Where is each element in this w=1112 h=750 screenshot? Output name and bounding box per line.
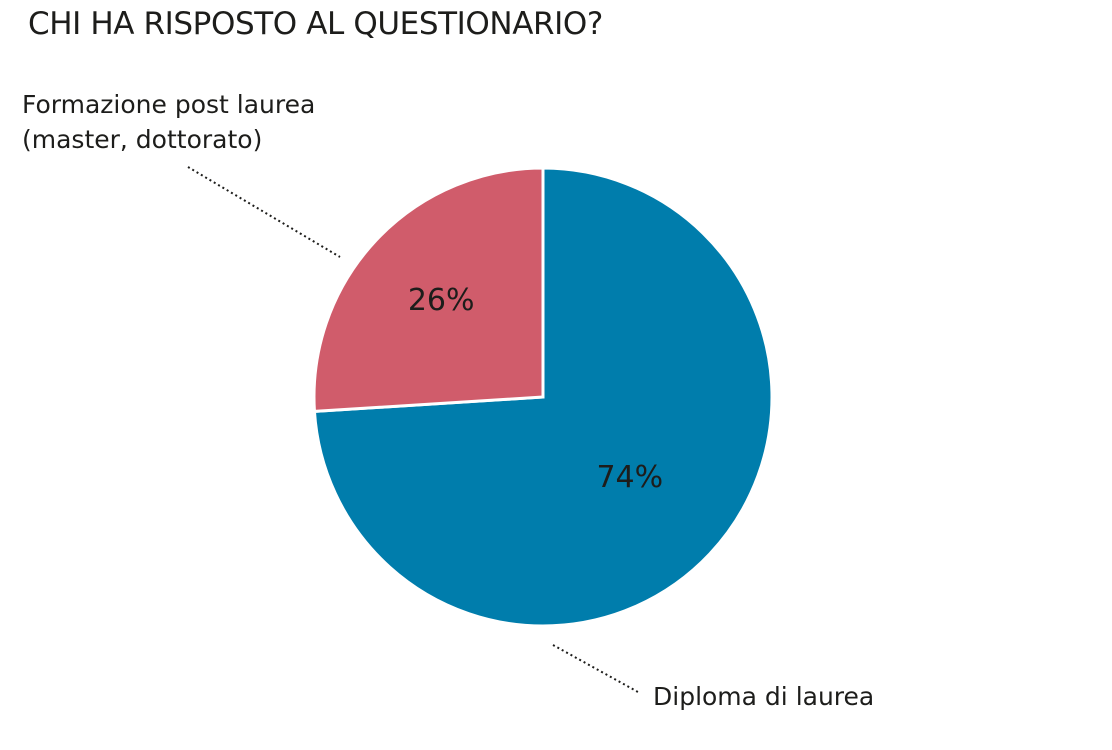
value-labels: 74% 26% — [408, 283, 663, 495]
leader-lines — [187, 166, 639, 693]
postgraduate-callout: Formazione post laurea (master, dottorat… — [22, 87, 315, 157]
postgraduate-callout-line-2: (master, dottorato) — [22, 125, 263, 154]
pie-slices — [312, 166, 774, 628]
leader-line-diploma — [552, 644, 639, 693]
degree-callout: Diploma di laurea — [653, 682, 875, 711]
slice-formazione-post-laurea — [312, 166, 545, 413]
value-label-formazione-post-laurea: 26% — [408, 283, 475, 318]
leader-line-postgraduate — [187, 166, 341, 258]
value-label-diploma-di-laurea: 74% — [596, 460, 663, 495]
chart-title: CHI HA RISPOSTO AL QUESTIONARIO? — [28, 6, 603, 42]
postgraduate-callout-line-1: Formazione post laurea — [22, 90, 316, 119]
